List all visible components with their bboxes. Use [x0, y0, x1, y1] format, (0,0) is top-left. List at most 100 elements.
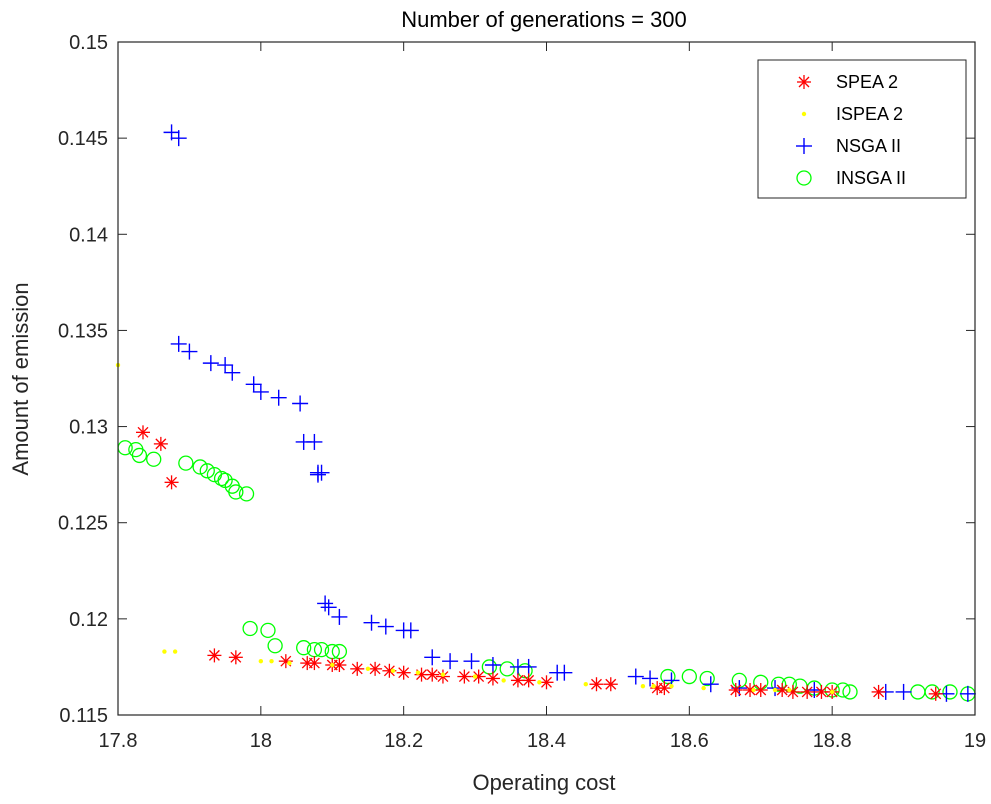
data-point: [660, 668, 676, 685]
data-point: [228, 650, 243, 665]
data-point: [657, 681, 672, 696]
data-point: [320, 599, 337, 616]
legend-label: INSGA II: [836, 168, 906, 188]
legend-marker: [796, 170, 812, 186]
legend-label: NSGA II: [836, 136, 901, 156]
legend-box: [757, 59, 967, 199]
legend-item: NSGA II: [796, 136, 901, 156]
data-point: [463, 653, 480, 670]
data-point: [278, 654, 293, 669]
data-point: [457, 669, 472, 684]
x-tick-label: 18.4: [527, 730, 566, 752]
y-tick-label: 0.115: [59, 705, 108, 727]
data-point: [164, 475, 179, 490]
data-point: [681, 668, 697, 685]
y-tick-label: 0.145: [58, 128, 108, 150]
data-point: [753, 683, 768, 698]
data-point: [269, 658, 274, 664]
data-point: [307, 656, 322, 671]
legend-item: INSGA II: [796, 168, 906, 188]
data-point: [267, 638, 283, 654]
data-point: [484, 657, 501, 674]
y-tick-label: 0.135: [58, 320, 108, 342]
data-point: [501, 678, 506, 683]
data-point: [442, 653, 459, 670]
data-point: [481, 659, 498, 675]
data-point: [309, 466, 326, 483]
data-point: [313, 464, 330, 481]
x-tick-label: 18.6: [670, 730, 709, 752]
data-point: [363, 614, 380, 631]
data-point: [202, 355, 219, 372]
chart-title: Number of generations = 300: [401, 7, 687, 32]
data-point: [928, 686, 943, 701]
data-point: [153, 436, 168, 451]
data-point: [181, 343, 198, 360]
legend-item: ISPEA 2: [801, 104, 903, 124]
data-point: [178, 455, 194, 471]
data-point: [603, 677, 618, 692]
y-tick-label: 0.125: [58, 513, 108, 535]
data-point: [583, 682, 588, 687]
data-point: [669, 683, 674, 689]
data-point: [520, 658, 537, 675]
data-point: [146, 451, 162, 467]
data-point: [424, 649, 441, 666]
data-point: [317, 595, 334, 612]
data-point: [924, 684, 940, 700]
legend-label: SPEA 2: [836, 72, 898, 92]
data-point: [702, 676, 719, 693]
data-point: [368, 661, 383, 676]
data-point: [270, 389, 287, 406]
data-point: [440, 672, 446, 677]
legend-marker: [796, 138, 812, 154]
data-point: [330, 662, 335, 668]
data-point: [377, 618, 394, 635]
data-point: [701, 685, 706, 691]
data-point: [842, 684, 858, 700]
data-point: [642, 670, 659, 687]
data-point: [170, 335, 187, 352]
data-point: [172, 649, 178, 654]
data-point: [556, 664, 573, 681]
data-point: [425, 667, 440, 682]
data-point: [207, 648, 222, 663]
data-point: [260, 622, 276, 639]
data-point: [217, 357, 234, 374]
series-nsga-ii: [163, 124, 976, 702]
data-point: [245, 376, 262, 393]
data-point: [252, 383, 269, 400]
data-point: [365, 666, 371, 672]
data-point: [238, 486, 255, 502]
data-point: [499, 661, 515, 677]
data-point: [699, 670, 715, 687]
data-point: [296, 640, 312, 656]
data-point: [306, 433, 323, 450]
data-point: [751, 687, 756, 693]
data-point: [131, 447, 148, 464]
data-point: [313, 641, 330, 658]
y-tick-label: 0.13: [69, 417, 108, 439]
y-tick-label: 0.15: [69, 32, 108, 54]
data-point: [800, 684, 815, 699]
data-point: [770, 676, 787, 692]
series-ispea-2: [115, 362, 835, 695]
data-point: [510, 673, 525, 688]
data-point: [640, 683, 646, 689]
data-point: [242, 620, 258, 637]
data-point: [170, 130, 187, 147]
data-point: [871, 684, 886, 699]
legend: SPEA 2 ISPEA 2 NSGA II INSGA II: [757, 59, 967, 199]
data-point: [785, 684, 800, 699]
data-point: [402, 622, 419, 639]
data-point: [213, 470, 230, 487]
data-point: [258, 658, 264, 664]
data-point: [589, 677, 604, 692]
legend-item: SPEA 2: [797, 72, 898, 92]
data-point: [199, 463, 215, 479]
legend-marker: [801, 111, 807, 117]
data-point: [396, 665, 411, 680]
data-point: [787, 687, 792, 693]
data-point: [162, 649, 167, 654]
